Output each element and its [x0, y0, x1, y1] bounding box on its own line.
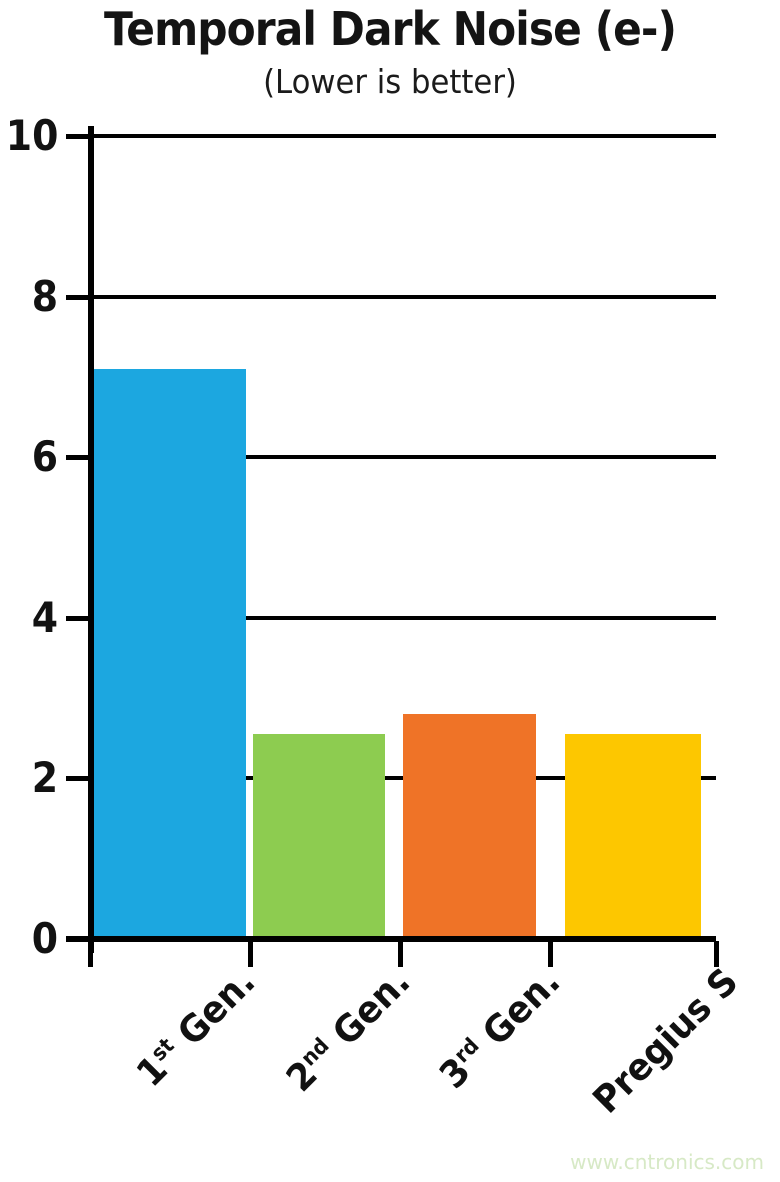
x-tick-0	[88, 941, 93, 967]
gridline-8	[88, 294, 716, 299]
x-label-rest: Gen.	[160, 959, 264, 1063]
gridline-10	[88, 134, 716, 138]
y-tick-10	[66, 134, 92, 139]
x-label-rest: Gen.	[465, 959, 569, 1063]
y-tick-6	[66, 455, 92, 461]
bar-1[interactable]	[91, 368, 246, 939]
y-tick-2	[66, 776, 92, 782]
bar-2[interactable]	[253, 734, 385, 939]
y-tick-4	[66, 615, 92, 621]
y-tick-label-0: 0	[31, 914, 58, 963]
x-tick-4	[714, 941, 719, 967]
bar-4[interactable]	[565, 734, 701, 939]
bars-group	[91, 368, 701, 939]
chart-title: Temporal Dark Noise (e-)	[103, 2, 677, 56]
x-tick-3	[548, 941, 553, 967]
x-axis-line	[66, 936, 716, 942]
y-tick-label-8: 8	[31, 271, 58, 321]
x-tick-2	[398, 941, 403, 967]
x-axis-label-4: Pregius S	[584, 959, 747, 1122]
x-axis-label-2: 2nd Gen.	[278, 959, 419, 1100]
y-axis-line	[88, 126, 94, 953]
bar-3[interactable]	[403, 714, 536, 939]
x-tick-1	[248, 941, 253, 967]
chart-subtitle: (Lower is better)	[263, 62, 517, 101]
y-tick-label-10: 10	[5, 111, 59, 160]
chart-header: Temporal Dark Noise (e-) (Lower is bette…	[0, 0, 780, 102]
gridline-2	[88, 776, 716, 781]
x-axis-label-1: 1st Gen.	[128, 959, 264, 1095]
gridline-6	[88, 455, 716, 460]
y-tick-label-4: 4	[31, 592, 58, 642]
gridline-4	[88, 615, 716, 620]
y-tick-label-2: 2	[31, 753, 58, 803]
y-tick-label-6: 6	[31, 432, 58, 482]
x-label-rest: Gen.	[315, 959, 419, 1063]
watermark-text: www.cntronics.com	[570, 1150, 764, 1174]
y-tick-8	[66, 294, 92, 300]
x-axis-label-3: 3rd Gen.	[431, 959, 569, 1097]
